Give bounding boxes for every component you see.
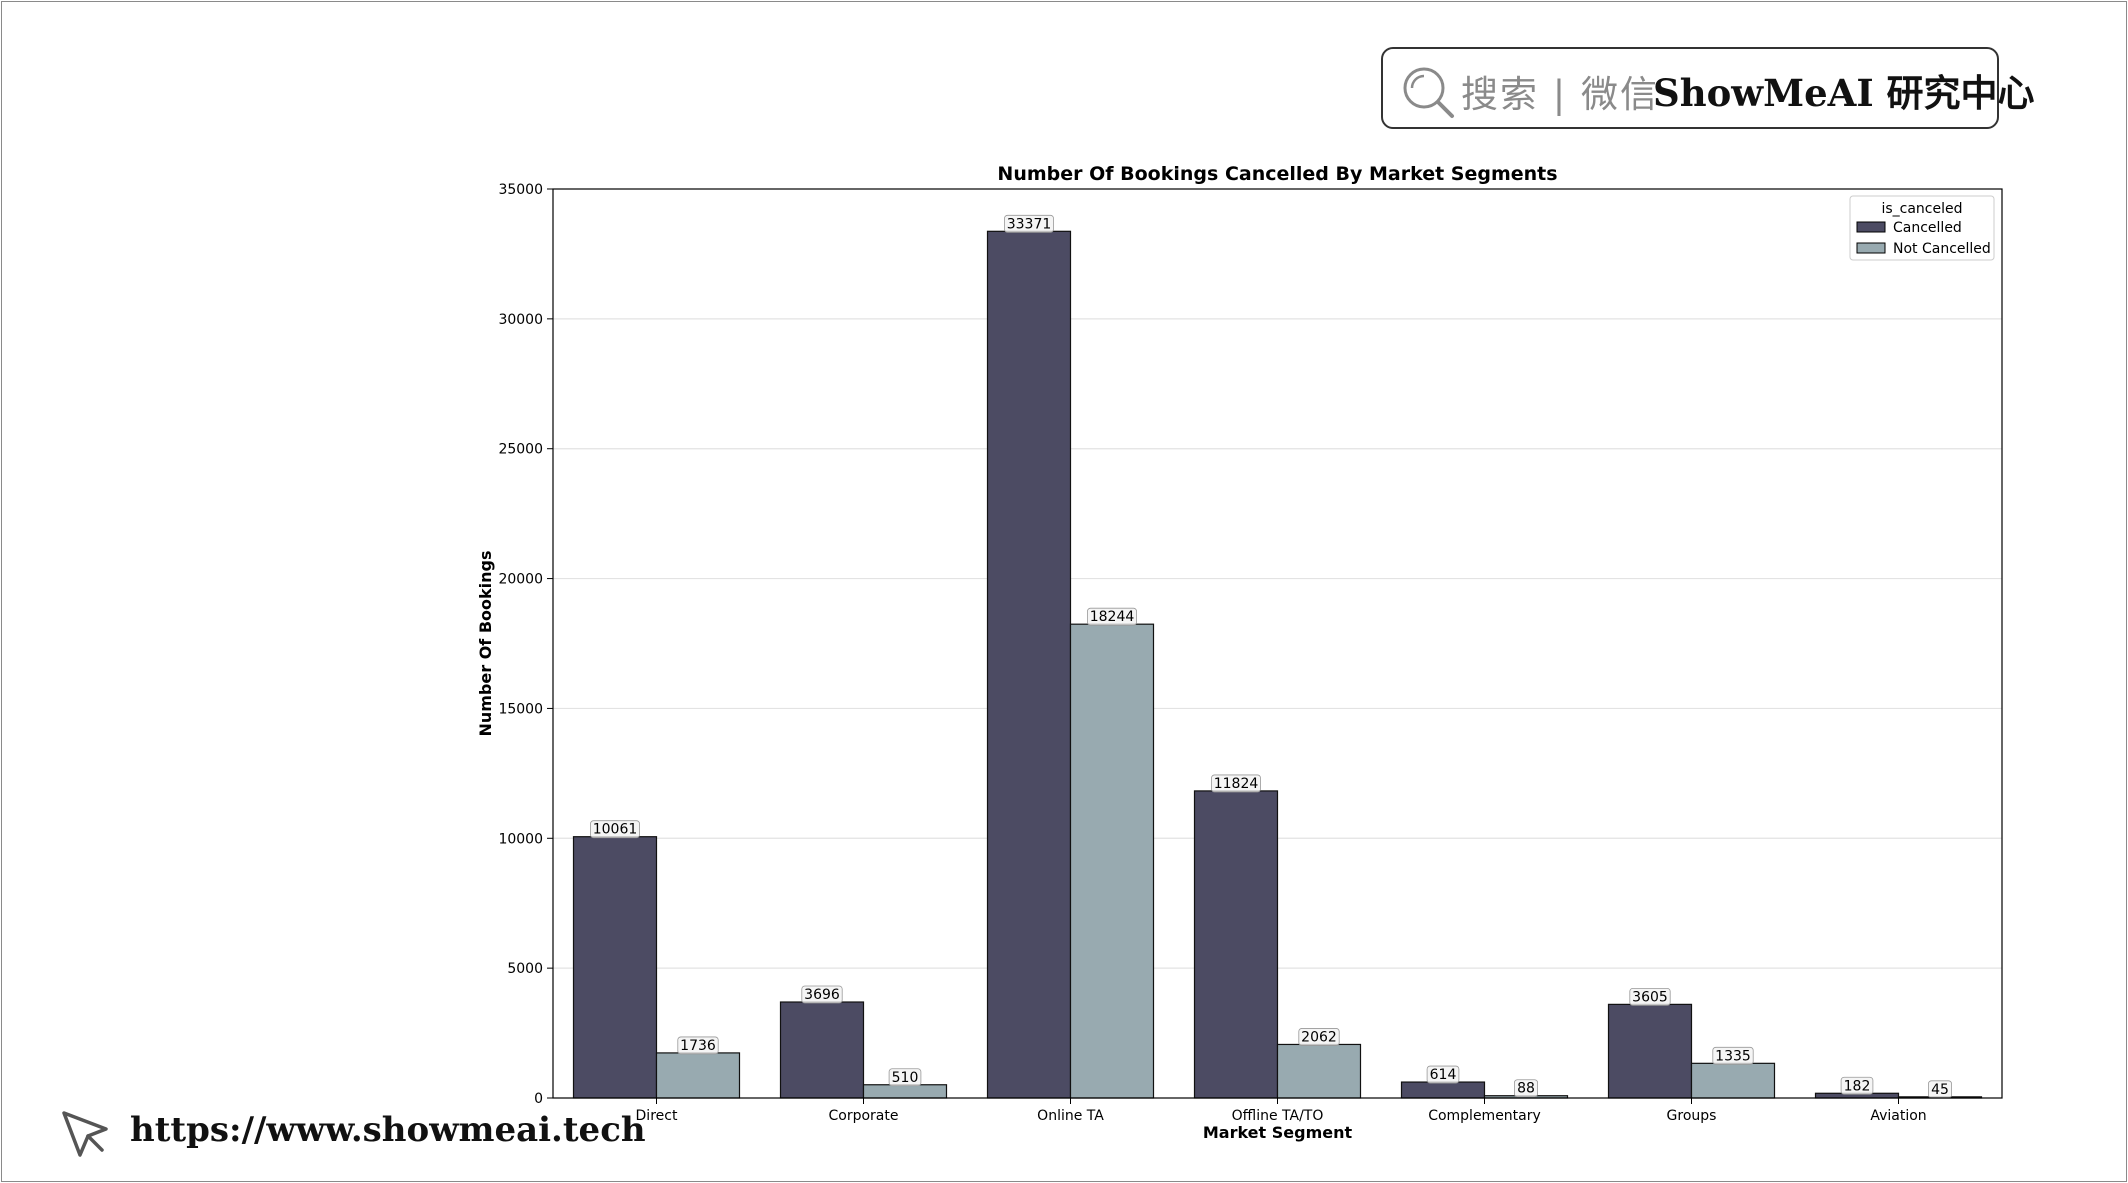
legend-swatch-not-cancelled	[1856, 242, 1886, 254]
data-label: 510	[892, 1070, 919, 1086]
data-label-box	[1514, 1079, 1539, 1098]
data-label: 18244	[1090, 609, 1135, 625]
cursor-icon	[62, 1111, 108, 1157]
y-tick-label: 0	[534, 1091, 543, 1107]
data-label-box	[1426, 1065, 1460, 1084]
bar-not-cancelled	[1276, 1043, 1362, 1099]
x-tick-label: Online TA	[1037, 1108, 1104, 1124]
bar-cancelled	[572, 836, 658, 1099]
bars	[572, 230, 1983, 1099]
data-labels: 10061 1736 3696 510 33371 18244 11824 2062 614 88…	[590, 214, 1953, 1099]
y-tick-label: 5000	[507, 961, 543, 977]
data-label: 1335	[1715, 1048, 1751, 1064]
x-tick-label: Offline TA/TO	[1232, 1108, 1324, 1124]
brand-name: ShowMeAI 研究中心	[1653, 71, 2035, 115]
data-label-box	[1840, 1076, 1874, 1095]
x-tick-label: Corporate	[829, 1108, 899, 1124]
bar-not-cancelled	[862, 1084, 948, 1099]
data-label: 2062	[1301, 1029, 1337, 1045]
x-axis-title: Market Segment	[1203, 1123, 1353, 1142]
data-label: 45	[1931, 1082, 1949, 1098]
data-label: 33371	[1007, 216, 1052, 232]
x-axis-ticks: Direct Corporate Online TA Offline TA/TO Com…	[636, 1098, 1927, 1124]
data-label: 10061	[593, 822, 638, 838]
y-tick-label: 25000	[498, 442, 543, 458]
bar-cancelled	[986, 230, 1072, 1099]
bar-cancelled	[1400, 1081, 1486, 1099]
data-label-box	[801, 985, 843, 1004]
y-tick-label: 15000	[498, 701, 543, 717]
y-axis-ticks: 0 5000 10000 15000 20000 25000 30000 35000	[498, 182, 553, 1107]
data-label-box	[1298, 1028, 1340, 1046]
legend: is_canceled Cancelled Not Cancelled	[1849, 195, 1995, 261]
data-label-box	[677, 1036, 719, 1055]
brand-search-label: 搜索 | 微信	[1461, 73, 1659, 116]
bar-not-cancelled	[655, 1052, 741, 1099]
x-tick-label: Aviation	[1870, 1108, 1926, 1124]
brand-watermark: 搜索 | 微信 ShowMeAI 研究中心	[1381, 47, 2035, 129]
data-label: 11824	[1214, 776, 1259, 792]
data-label: 182	[1844, 1078, 1871, 1094]
y-tick-label: 30000	[498, 312, 543, 328]
x-tick-label: Groups	[1667, 1108, 1717, 1124]
data-label: 88	[1517, 1081, 1535, 1097]
footer-url: https://www.showmeai.tech	[130, 1110, 646, 1150]
bar-not-cancelled	[1069, 623, 1155, 1099]
chart-title: Number Of Bookings Cancelled By Market S…	[997, 163, 1557, 185]
data-label-box	[590, 820, 640, 839]
x-tick-label: Complementary	[1428, 1108, 1541, 1124]
data-label: 614	[1430, 1067, 1457, 1083]
data-label-box	[1629, 987, 1671, 1006]
bar-cancelled	[779, 1001, 865, 1099]
y-tick-label: 35000	[498, 182, 543, 198]
legend-title: is_canceled	[1881, 201, 1962, 217]
bar-not-cancelled	[1690, 1062, 1776, 1099]
data-label: 1736	[680, 1038, 716, 1054]
bar-cancelled	[1193, 790, 1279, 1099]
x-tick-label: Direct	[636, 1108, 678, 1124]
legend-box	[1849, 195, 1995, 261]
data-label-box	[1712, 1046, 1754, 1065]
data-label-box	[1087, 607, 1137, 626]
data-label: 3696	[804, 987, 840, 1003]
legend-label-not-cancelled: Not Cancelled	[1893, 241, 1991, 257]
search-icon	[1403, 67, 1454, 118]
bar-cancelled	[1607, 1003, 1693, 1099]
data-label-box	[888, 1068, 922, 1087]
data-label: 3605	[1632, 989, 1668, 1005]
legend-label-cancelled: Cancelled	[1893, 220, 1962, 236]
y-tick-label: 20000	[498, 572, 543, 588]
y-axis-title: Number Of Bookings	[476, 550, 495, 736]
legend-swatch-cancelled	[1856, 221, 1886, 233]
data-label-box	[1211, 774, 1261, 793]
data-label-box	[1004, 214, 1054, 233]
y-tick-label: 10000	[498, 831, 543, 847]
